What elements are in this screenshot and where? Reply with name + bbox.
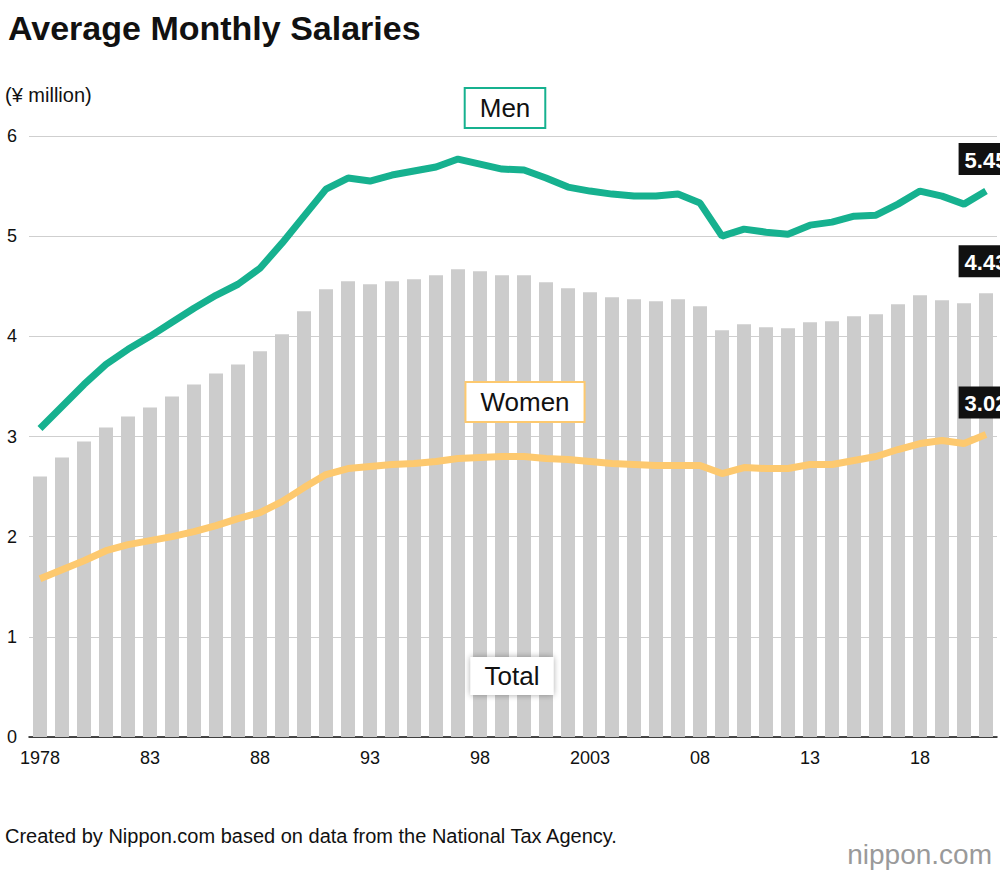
svg-text:nippon.com: nippon.com (847, 839, 992, 870)
svg-text:Created by Nippon.com based on: Created by Nippon.com based on data from… (5, 825, 617, 847)
svg-text:2003: 2003 (570, 748, 610, 768)
svg-text:4: 4 (7, 326, 17, 346)
svg-text:5: 5 (7, 226, 17, 246)
svg-text:Men: Men (480, 93, 531, 123)
svg-text:3.02: 3.02 (965, 391, 1000, 416)
svg-text:18: 18 (910, 748, 930, 768)
svg-text:3: 3 (7, 427, 17, 447)
svg-text:93: 93 (360, 748, 380, 768)
svg-text:13: 13 (800, 748, 820, 768)
svg-text:5.45: 5.45 (965, 148, 1000, 173)
svg-text:83: 83 (140, 748, 160, 768)
svg-text:(¥ million): (¥ million) (5, 84, 92, 106)
svg-text:1: 1 (7, 627, 17, 647)
svg-text:88: 88 (250, 748, 270, 768)
svg-text:Total: Total (485, 661, 540, 691)
svg-text:Average Monthly Salaries: Average Monthly Salaries (8, 9, 421, 47)
svg-text:2: 2 (7, 527, 17, 547)
svg-text:0: 0 (7, 727, 17, 747)
svg-text:Women: Women (480, 387, 569, 417)
svg-text:6: 6 (7, 126, 17, 146)
svg-text:08: 08 (690, 748, 710, 768)
svg-text:1978: 1978 (20, 748, 60, 768)
svg-text:98: 98 (470, 748, 490, 768)
svg-text:4.43: 4.43 (965, 250, 1000, 275)
